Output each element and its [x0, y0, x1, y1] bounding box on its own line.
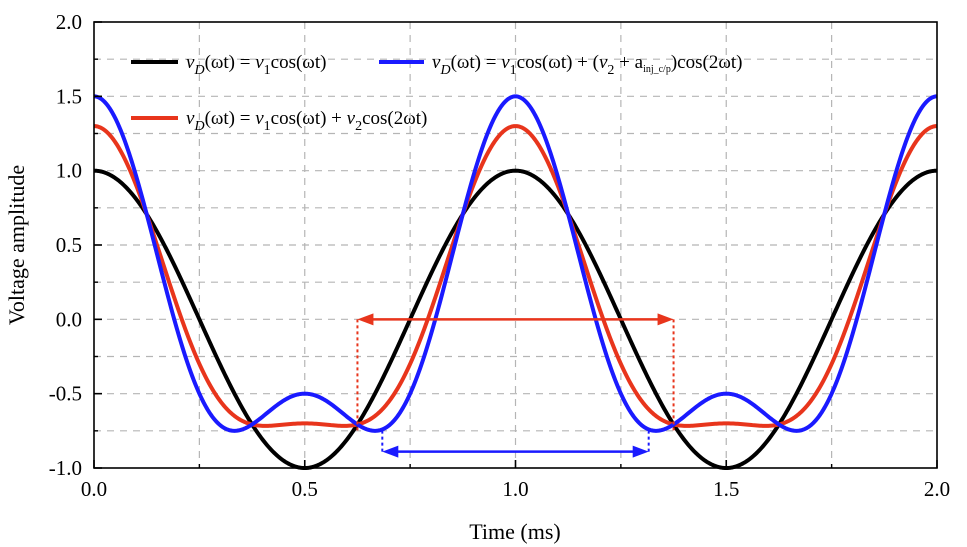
legend-label-blue: vD(ωt) = v1cos(ωt) + (v2 + ainj_c/p)cos(… [432, 52, 742, 78]
blue-interval-arrow-head-right [632, 445, 649, 458]
series-line-black [93, 168, 938, 470]
red-interval-arrow-head-left [357, 313, 374, 326]
blue-interval-arrow-head-left [382, 445, 399, 458]
y-axis-title: Voltage amplitude [4, 165, 29, 325]
y-tick-label: -0.5 [49, 382, 82, 406]
legend-label-black: vD(ωt) = v1cos(ωt) [186, 52, 326, 78]
series-lines [93, 94, 938, 470]
x-tick-label: 1.5 [713, 477, 739, 501]
x-tick-label: 0.5 [292, 477, 318, 501]
y-tick-label: 0.0 [56, 307, 82, 331]
y-tick-label: 2.0 [56, 10, 82, 34]
y-tick-label: 1.5 [56, 84, 82, 108]
x-tick-label: 2.0 [924, 477, 950, 501]
annotations [356, 313, 675, 458]
series-line-blue [93, 94, 938, 433]
y-tick-label: -1.0 [49, 456, 82, 480]
x-tick-label: 0.0 [81, 477, 107, 501]
x-tick-label: 1.0 [502, 477, 528, 501]
y-tick-label: 0.5 [56, 233, 82, 257]
axis-ticks: 0.0 0.5 1.0 1.5 2.0 -1.0 -0.5 0.0 0.5 1.0 1.5 2.0 [49, 10, 950, 501]
y-tick-label: 1.0 [56, 159, 82, 183]
red-interval-arrow-head-right [657, 313, 674, 326]
series-line-red [93, 124, 938, 428]
x-axis-title: Time (ms) [469, 519, 560, 544]
legend: vD(ωt) = v1cos(ωt) vD(ωt) = v1cos(ωt) + … [131, 52, 742, 134]
legend-label-red: vD(ωt) = v1cos(ωt) + v2cos(2ωt) [186, 108, 427, 134]
